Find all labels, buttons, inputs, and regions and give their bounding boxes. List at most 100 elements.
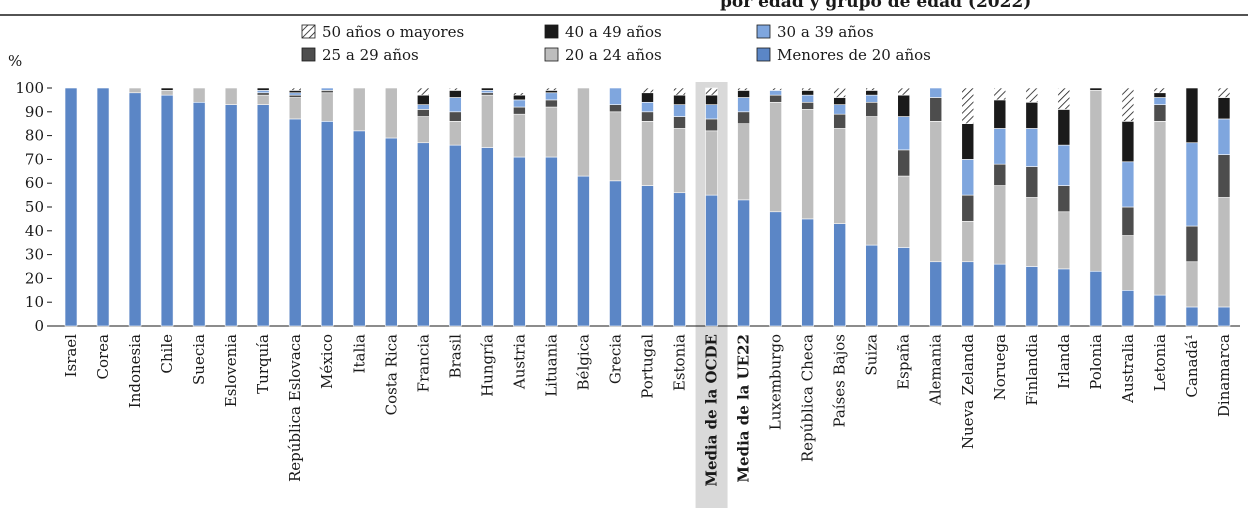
bar-segment-50-anos-o-mayores: [865, 87, 878, 91]
bar-segment-25-a-29-anos: [481, 92, 494, 96]
bar-segment-20-a-24-anos: [801, 109, 814, 220]
bar-group-israel: [64, 87, 78, 327]
bar-segment-30-a-39-anos: [897, 116, 911, 151]
bar-segment-50-anos-o-mayores: [1057, 87, 1071, 110]
bar-segment-menores-de-20-anos: [96, 87, 110, 327]
bar-segment-40-a-49-anos: [256, 87, 270, 91]
bar-segment-menores-de-20-anos: [449, 144, 462, 327]
x-axis-labels: Israel Corea Indonesia Chile Suecia Eslovenia…: [62, 334, 1233, 487]
bar-segment-30-a-39-anos: [1121, 161, 1135, 208]
bar-segment-30-a-39-anos: [673, 104, 686, 117]
bar-group-corea: [96, 87, 110, 327]
bar-segment-40-a-49-anos: [160, 87, 174, 91]
bar-group-republica-checa: [801, 87, 814, 327]
bar-segment-50-anos-o-mayores: [1025, 87, 1039, 103]
bar-segment-20-a-24-anos: [993, 185, 1007, 265]
bar-segment-25-a-29-anos: [1217, 154, 1231, 198]
bar-segment-menores-de-20-anos: [897, 247, 911, 327]
bar-segment-30-a-39-anos: [833, 104, 846, 115]
bar-segment-30-a-39-anos: [865, 94, 878, 103]
bar-segment-40-a-49-anos: [641, 92, 654, 103]
bar-segment-50-anos-o-mayores: [961, 87, 975, 125]
bar-group-luxemburgo: [769, 87, 782, 327]
bar-segment-30-a-39-anos: [929, 87, 943, 98]
bar-segment-25-a-29-anos: [256, 92, 270, 96]
x-label-letonia: Letonia: [1151, 334, 1169, 391]
x-label-italia: Italia: [350, 334, 368, 373]
bar-segment-25-a-29-anos: [737, 111, 750, 125]
bar-group-portugal: [641, 87, 654, 327]
bar-segment-40-a-49-anos: [513, 94, 526, 101]
bar-segment-40-a-49-anos: [961, 123, 975, 160]
bar-segment-20-a-24-anos: [1153, 121, 1167, 296]
bar-segment-20-a-24-anos: [256, 94, 270, 105]
bar-segment-menores-de-20-anos: [1185, 306, 1199, 327]
bar-segment-20-a-24-anos: [352, 87, 366, 132]
bar-segment-50-anos-o-mayores: [545, 87, 558, 91]
bar-segment-25-a-29-anos: [545, 99, 558, 108]
bar-segment-20-a-24-anos: [160, 90, 174, 96]
bar-segment-menores-de-20-anos: [865, 244, 878, 327]
bar-group-belgica: [577, 87, 590, 327]
bar-group-nueva-zelanda: [961, 87, 975, 327]
bar-group-canada: [1185, 87, 1199, 327]
bar-group-australia: [1121, 87, 1135, 327]
bar-group-costa-rica: [384, 87, 398, 327]
bar-segment-menores-de-20-anos: [320, 121, 334, 327]
bar-segment-40-a-49-anos: [673, 94, 686, 105]
y-tick-label: 30: [25, 246, 44, 264]
bar-segment-menores-de-20-anos: [1153, 294, 1167, 327]
bar-group-irlanda: [1057, 87, 1071, 327]
x-label-indonesia: Indonesia: [126, 334, 144, 408]
bar-group-francia: [417, 87, 430, 327]
x-label-israel: Israel: [62, 334, 80, 378]
x-label-portugal: Portugal: [639, 334, 657, 399]
x-label-dinamarca: Dinamarca: [1215, 334, 1233, 417]
bar-segment-20-a-24-anos: [577, 87, 590, 177]
bar-segment-20-a-24-anos: [1089, 90, 1103, 272]
bar-segment-menores-de-20-anos: [352, 130, 366, 327]
bar-segment-25-a-29-anos: [320, 90, 334, 94]
bar-segment-menores-de-20-anos: [1089, 270, 1103, 327]
bar-segment-menores-de-20-anos: [673, 192, 686, 327]
legend-swatch-menores-de-20-anos: [756, 47, 771, 62]
bar-segment-20-a-24-anos: [384, 87, 398, 139]
x-label-alemania: Alemania: [927, 334, 945, 406]
bar-segment-menores-de-20-anos: [384, 137, 398, 327]
bar-segment-menores-de-20-anos: [128, 92, 142, 327]
x-label-grecia: Grecia: [606, 334, 624, 384]
bar-group-letonia: [1153, 87, 1167, 327]
x-label-corea: Corea: [94, 334, 112, 380]
x-label-suecia: Suecia: [190, 334, 208, 385]
bar-segment-40-a-49-anos: [833, 97, 846, 105]
bar-segment-menores-de-20-anos: [801, 218, 814, 327]
y-tick-label: 40: [25, 222, 44, 240]
bar-segment-menores-de-20-anos: [577, 175, 590, 327]
bar-segment-25-a-29-anos: [449, 111, 462, 122]
x-label-costa-rica: Costa Rica: [382, 334, 400, 415]
bar-segment-25-a-29-anos: [1185, 225, 1199, 263]
bar-group-indonesia: [128, 87, 142, 327]
bar-segment-25-a-29-anos: [833, 113, 846, 129]
bar-segment-25-a-29-anos: [993, 163, 1007, 186]
bar-segment-menores-de-20-anos: [737, 199, 750, 327]
legend-swatch-30-a-39-anos: [756, 24, 771, 39]
x-label-francia: Francia: [414, 334, 432, 392]
bar-segment-20-a-24-anos: [128, 87, 142, 94]
bar-segment-20-a-24-anos: [449, 121, 462, 146]
bar-segment-menores-de-20-anos: [1025, 266, 1039, 327]
x-label-nueva-zelanda: Nueva Zelanda: [959, 334, 977, 449]
bar-group-mexico: [320, 87, 334, 327]
bar-segment-40-a-49-anos: [1185, 87, 1199, 144]
legend-swatch-50-anos-o-mayores: [301, 24, 316, 39]
x-label-polonia: Polonia: [1087, 334, 1105, 390]
bar-segment-25-a-29-anos: [705, 118, 718, 132]
bar-group-chile: [160, 87, 174, 327]
x-label-chile: Chile: [158, 334, 176, 374]
bar-segment-40-a-49-anos: [1025, 101, 1039, 129]
bar-segment-20-a-24-anos: [929, 121, 943, 263]
y-tick-label: 100: [15, 79, 44, 97]
x-label-brasil: Brasil: [446, 334, 464, 379]
bar-segment-25-a-29-anos: [417, 109, 430, 117]
